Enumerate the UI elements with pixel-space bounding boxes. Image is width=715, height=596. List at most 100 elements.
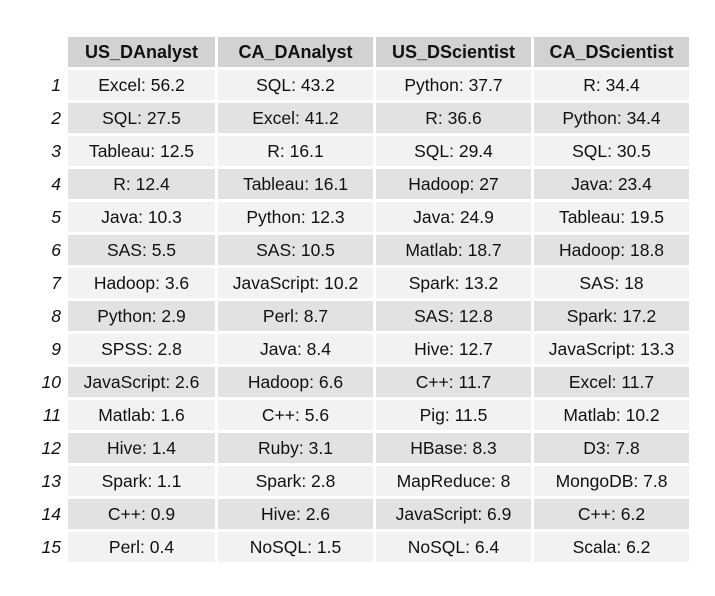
table-row: 1 Excel: 56.2 SQL: 43.2 Python: 37.7 R: 34.4 [37, 70, 689, 100]
table-cell: Ruby: 3.1 [218, 433, 373, 463]
table-cell: Spark: 1.1 [68, 466, 215, 496]
table-cell: Tableau: 12.5 [68, 136, 215, 166]
row-rank-label: 13 [41, 470, 61, 491]
table-cell: MapReduce: 8 [376, 466, 531, 496]
table-cell: R: 36.6 [376, 103, 531, 133]
table-cell: Python: 37.7 [376, 70, 531, 100]
skills-table-container: US_DAnalyst CA_DAnalyst US_DScientist CA… [34, 34, 692, 565]
table-cell: SQL: 27.5 [68, 103, 215, 133]
table-cell: Java: 24.9 [376, 202, 531, 232]
row-rank-label: 11 [42, 404, 61, 425]
table-cell: Excel: 41.2 [218, 103, 373, 133]
table-cell: SAS: 5.5 [68, 235, 215, 265]
table-cell: JavaScript: 13.3 [534, 334, 689, 364]
row-rank-label: 14 [41, 503, 61, 524]
row-rank-label: 5 [51, 206, 61, 227]
table-cell: NoSQL: 1.5 [218, 532, 373, 562]
table-row: 7 Hadoop: 3.6 JavaScript: 10.2 Spark: 13.2 S… [37, 268, 689, 298]
table-cell: Excel: 56.2 [68, 70, 215, 100]
table-cell: Java: 10.3 [68, 202, 215, 232]
table-cell: Scala: 6.2 [534, 532, 689, 562]
row-rank-label: 15 [41, 536, 61, 557]
table-cell: Hive: 2.6 [218, 499, 373, 529]
table-row: 4 R: 12.4 Tableau: 16.1 Hadoop: 27 Java: 23.… [37, 169, 689, 199]
skills-table: US_DAnalyst CA_DAnalyst US_DScientist CA… [34, 34, 692, 565]
row-rank-label: 3 [51, 140, 61, 161]
table-cell: Hive: 12.7 [376, 334, 531, 364]
table-cell: Tableau: 16.1 [218, 169, 373, 199]
table-row: 12 Hive: 1.4 Ruby: 3.1 HBase: 8.3 D3: 7.8 [37, 433, 689, 463]
table-cell: C++: 11.7 [376, 367, 531, 397]
corner-cell [37, 37, 65, 67]
table-cell: Java: 23.4 [534, 169, 689, 199]
column-header-us-dscientist: US_DScientist [376, 37, 531, 67]
row-rank-label: 10 [41, 371, 61, 392]
table-row: 3 Tableau: 12.5 R: 16.1 SQL: 29.4 SQL: 30.5 [37, 136, 689, 166]
table-row: 15 Perl: 0.4 NoSQL: 1.5 NoSQL: 6.4 Scala: 6.… [37, 532, 689, 562]
row-rank-label: 9 [51, 338, 61, 359]
table-cell: Excel: 11.7 [534, 367, 689, 397]
table-row: 14 C++: 0.9 Hive: 2.6 JavaScript: 6.9 C++: 6… [37, 499, 689, 529]
table-cell: D3: 7.8 [534, 433, 689, 463]
table-cell: SPSS: 2.8 [68, 334, 215, 364]
table-cell: JavaScript: 6.9 [376, 499, 531, 529]
table-cell: R: 16.1 [218, 136, 373, 166]
table-body: 1 Excel: 56.2 SQL: 43.2 Python: 37.7 R: 34.4… [37, 70, 689, 562]
table-row: 2 SQL: 27.5 Excel: 41.2 R: 36.6 Python: 34.4 [37, 103, 689, 133]
row-rank-label: 12 [41, 437, 61, 458]
column-header-us-danalyst: US_DAnalyst [68, 37, 215, 67]
table-cell: SQL: 43.2 [218, 70, 373, 100]
table-cell: SAS: 18 [534, 268, 689, 298]
table-cell: Python: 2.9 [68, 301, 215, 331]
table-cell: SQL: 29.4 [376, 136, 531, 166]
row-rank-label: 6 [51, 239, 61, 260]
table-cell: Spark: 2.8 [218, 466, 373, 496]
table-cell: MongoDB: 7.8 [534, 466, 689, 496]
table-cell: Hadoop: 6.6 [218, 367, 373, 397]
table-header: US_DAnalyst CA_DAnalyst US_DScientist CA… [37, 37, 689, 67]
column-header-ca-danalyst: CA_DAnalyst [218, 37, 373, 67]
table-row: 13 Spark: 1.1 Spark: 2.8 MapReduce: 8 MongoD… [37, 466, 689, 496]
table-cell: Hadoop: 27 [376, 169, 531, 199]
table-cell: Hadoop: 18.8 [534, 235, 689, 265]
table-cell: Python: 34.4 [534, 103, 689, 133]
table-cell: R: 34.4 [534, 70, 689, 100]
row-rank-label: 7 [51, 272, 61, 293]
row-rank-label: 8 [51, 305, 61, 326]
table-cell: NoSQL: 6.4 [376, 532, 531, 562]
row-rank-label: 4 [51, 173, 61, 194]
table-row: 8 Python: 2.9 Perl: 8.7 SAS: 12.8 Spark: 17.… [37, 301, 689, 331]
table-cell: Tableau: 19.5 [534, 202, 689, 232]
table-row: 11 Matlab: 1.6 C++: 5.6 Pig: 11.5 Matlab: 10… [37, 400, 689, 430]
table-cell: Hadoop: 3.6 [68, 268, 215, 298]
table-cell: Python: 12.3 [218, 202, 373, 232]
row-rank-label: 1 [51, 74, 61, 95]
column-header-ca-dscientist: CA_DScientist [534, 37, 689, 67]
table-cell: Pig: 11.5 [376, 400, 531, 430]
table-cell: C++: 5.6 [218, 400, 373, 430]
table-cell: JavaScript: 10.2 [218, 268, 373, 298]
table-cell: Matlab: 10.2 [534, 400, 689, 430]
table-cell: Perl: 8.7 [218, 301, 373, 331]
header-row: US_DAnalyst CA_DAnalyst US_DScientist CA… [37, 37, 689, 67]
table-cell: SQL: 30.5 [534, 136, 689, 166]
table-cell: Hive: 1.4 [68, 433, 215, 463]
table-row: 9 SPSS: 2.8 Java: 8.4 Hive: 12.7 JavaScript:… [37, 334, 689, 364]
table-row: 6 SAS: 5.5 SAS: 10.5 Matlab: 18.7 Hadoop: 18… [37, 235, 689, 265]
row-rank-label: 2 [51, 107, 61, 128]
table-cell: Perl: 0.4 [68, 532, 215, 562]
table-cell: Matlab: 1.6 [68, 400, 215, 430]
table-cell: SAS: 12.8 [376, 301, 531, 331]
table-cell: Java: 8.4 [218, 334, 373, 364]
table-cell: C++: 6.2 [534, 499, 689, 529]
table-cell: Matlab: 18.7 [376, 235, 531, 265]
table-cell: SAS: 10.5 [218, 235, 373, 265]
table-cell: Spark: 13.2 [376, 268, 531, 298]
table-cell: JavaScript: 2.6 [68, 367, 215, 397]
table-cell: R: 12.4 [68, 169, 215, 199]
table-cell: C++: 0.9 [68, 499, 215, 529]
table-cell: HBase: 8.3 [376, 433, 531, 463]
table-row: 10 JavaScript: 2.6 Hadoop: 6.6 C++: 11.7 Exc… [37, 367, 689, 397]
table-row: 5 Java: 10.3 Python: 12.3 Java: 24.9 Tableau… [37, 202, 689, 232]
table-cell: Spark: 17.2 [534, 301, 689, 331]
